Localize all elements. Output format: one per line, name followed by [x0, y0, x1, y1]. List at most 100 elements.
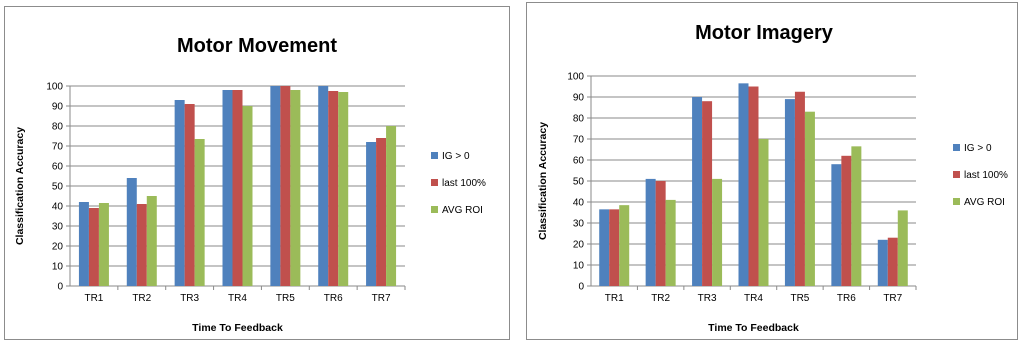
x-tick-label: TR4	[228, 293, 247, 304]
bar-avg-roi-tr3	[712, 178, 723, 286]
bar-ig-0-tr2	[645, 178, 656, 286]
bar-last-100-tr1	[609, 209, 620, 286]
chart-title: Motor Movement	[177, 35, 337, 57]
bar-last-100-tr6	[328, 91, 339, 286]
chart-panel-motor-movement: Motor Movement 0 10 20 30 40 50 60 70 80 90 100 TR1 T…	[4, 6, 510, 340]
bar-ig-0-tr1	[78, 202, 89, 286]
bar-last-100-tr2	[136, 204, 147, 286]
y-axis-title: Classification Accuracy	[537, 122, 549, 240]
bar-avg-roi-tr2	[665, 199, 676, 286]
y-tick-label: 20	[573, 240, 585, 251]
y-tick-label: 90	[573, 93, 585, 104]
bar-avg-roi-tr4	[758, 139, 769, 286]
legend-swatch	[431, 206, 438, 213]
bar-avg-roi-tr1	[98, 203, 109, 286]
bar-last-100-tr7	[887, 237, 898, 286]
bar-ig-0-tr7	[877, 239, 888, 286]
bar-avg-roi-tr5	[290, 90, 301, 286]
bar-avg-roi-tr4	[242, 106, 253, 286]
y-tick-label: 0	[57, 282, 63, 293]
y-tick-label: 60	[573, 156, 585, 167]
bar-last-100-tr4	[232, 90, 243, 286]
bar-avg-roi-tr6	[851, 146, 862, 286]
chart-title: Motor Imagery	[695, 22, 834, 44]
y-tick-label: 30	[52, 222, 64, 233]
bar-last-100-tr5	[280, 86, 291, 286]
y-tick-label: 50	[573, 177, 585, 188]
y-tick-label: 90	[52, 102, 64, 113]
y-tick-label: 20	[52, 242, 64, 253]
x-axis-title: Time To Feedback	[192, 322, 283, 334]
y-tick-label: 100	[46, 82, 63, 93]
legend-label: IG > 0	[442, 151, 470, 162]
bar-avg-roi-tr2	[146, 196, 157, 286]
bar-avg-roi-tr5	[804, 111, 815, 286]
chart-panel-motor-imagery: Motor Imagery 0 10 20 30 40 50 60 70 80 90 100 TR1 TR…	[526, 2, 1018, 340]
bar-ig-0-tr6	[318, 86, 329, 286]
bar-ig-0-tr4	[738, 83, 749, 286]
x-tick-label: TR3	[180, 293, 199, 304]
legend-label: last 100%	[964, 170, 1008, 181]
x-tick-label: TR1	[84, 293, 103, 304]
y-tick-label: 80	[52, 122, 64, 133]
x-tick-label: TR5	[790, 293, 809, 304]
bar-last-100-tr5	[794, 91, 805, 286]
x-tick-label: TR7	[883, 293, 902, 304]
y-tick-label: 80	[573, 114, 585, 125]
legend-label: AVG ROI	[964, 197, 1005, 208]
legend-label: IG > 0	[964, 143, 992, 154]
bar-ig-0-tr7	[366, 142, 377, 286]
x-tick-label: TR1	[605, 293, 624, 304]
bar-avg-roi-tr7	[897, 210, 908, 286]
y-tick-label: 70	[573, 135, 585, 146]
x-tick-label: TR6	[324, 293, 343, 304]
x-tick-label: TR3	[698, 293, 717, 304]
chart-motor-imagery: Motor Imagery 0 10 20 30 40 50 60 70 80 90 100 TR1 TR…	[537, 22, 1008, 334]
bar-last-100-tr2	[655, 181, 666, 286]
bar-ig-0-tr5	[784, 99, 795, 286]
x-tick-label: TR6	[837, 293, 856, 304]
legend-label: last 100%	[442, 178, 486, 189]
y-tick-label: 40	[573, 198, 585, 209]
y-tick-label: 50	[52, 182, 64, 193]
bar-avg-roi-tr3	[194, 139, 205, 286]
bar-last-100-tr6	[841, 155, 852, 286]
x-tick-label: TR7	[372, 293, 391, 304]
legend-label: AVG ROI	[442, 205, 483, 216]
x-axis-title: Time To Feedback	[708, 322, 799, 334]
bar-ig-0-tr5	[270, 86, 281, 286]
bar-last-100-tr7	[376, 138, 387, 286]
y-tick-label: 10	[52, 262, 64, 273]
legend-swatch	[431, 179, 438, 186]
bar-ig-0-tr3	[692, 97, 703, 286]
bar-avg-roi-tr6	[338, 92, 349, 286]
bar-ig-0-tr6	[831, 164, 842, 286]
y-tick-label: 30	[573, 219, 585, 230]
y-tick-label: 60	[52, 162, 64, 173]
bar-avg-roi-tr1	[619, 205, 630, 286]
y-tick-label: 0	[578, 282, 584, 293]
bar-ig-0-tr2	[126, 178, 137, 286]
x-tick-label: TR2	[651, 293, 670, 304]
bar-ig-0-tr4	[222, 90, 233, 286]
legend-swatch	[953, 198, 960, 205]
x-tick-label: TR5	[276, 293, 295, 304]
bar-last-100-tr1	[88, 208, 99, 286]
x-tick-label: TR2	[132, 293, 151, 304]
y-axis-title: Classification Accuracy	[14, 127, 26, 245]
bar-last-100-tr3	[702, 101, 713, 286]
bar-avg-roi-tr7	[386, 126, 397, 286]
y-tick-label: 100	[567, 72, 584, 83]
bar-last-100-tr4	[748, 86, 759, 286]
y-tick-label: 10	[573, 261, 585, 272]
legend-swatch	[431, 152, 438, 159]
legend-swatch	[953, 144, 960, 151]
bar-ig-0-tr3	[174, 100, 185, 286]
y-tick-label: 70	[52, 142, 64, 153]
x-tick-label: TR4	[744, 293, 763, 304]
legend-swatch	[953, 171, 960, 178]
bar-ig-0-tr1	[599, 209, 610, 286]
chart-motor-movement: Motor Movement 0 10 20 30 40 50 60 70 80 90 100 TR1 T…	[14, 35, 486, 334]
bar-last-100-tr3	[184, 104, 195, 286]
y-tick-label: 40	[52, 202, 64, 213]
